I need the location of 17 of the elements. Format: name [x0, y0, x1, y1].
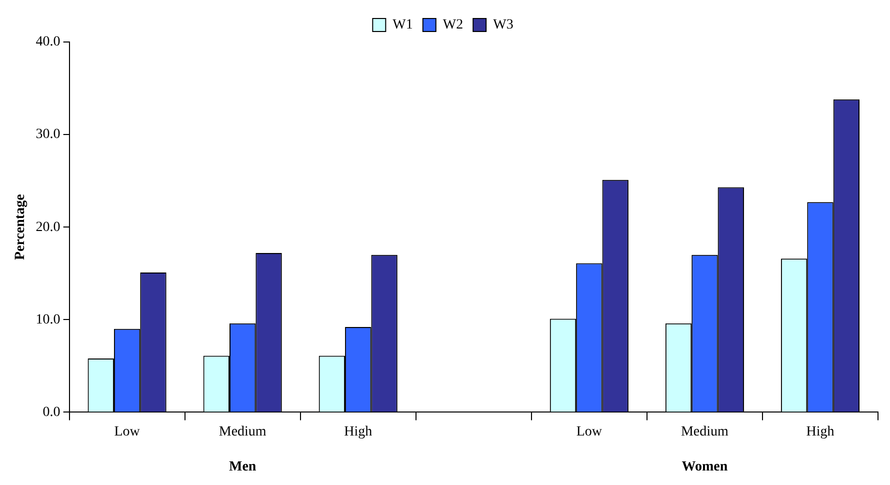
text: Women — [682, 460, 728, 475]
x-tick-label: Low — [576, 424, 603, 440]
x-tick-label: Low — [114, 424, 141, 440]
legend-label: W2 — [442, 18, 464, 33]
x-tick-label: High — [806, 424, 834, 440]
x-tick-label: Medium — [218, 424, 266, 440]
y-tick-label: 40.0 — [36, 34, 60, 50]
y-tick-label: 10.0 — [36, 312, 60, 328]
legend-label: W1 — [392, 18, 413, 33]
y-tick-label: 20.0 — [36, 220, 60, 235]
legend-label: W3 — [493, 18, 514, 33]
x-tick-label: High — [344, 424, 372, 440]
y-tick-label: 0.0 — [42, 404, 60, 420]
text: Men — [228, 460, 256, 475]
x-tick-label: Medium — [680, 424, 729, 440]
y-axis-title: Percentage — [13, 194, 28, 260]
y-tick-label: 30.0 — [36, 127, 60, 142]
